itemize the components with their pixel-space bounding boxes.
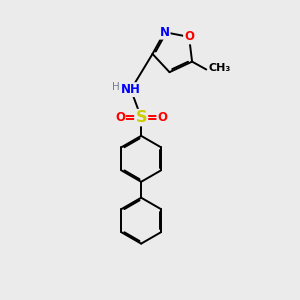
Text: O: O bbox=[115, 111, 125, 124]
Text: O: O bbox=[158, 111, 167, 124]
Text: N: N bbox=[160, 26, 170, 39]
Text: CH₃: CH₃ bbox=[208, 63, 231, 73]
Text: O: O bbox=[184, 30, 194, 44]
Text: NH: NH bbox=[121, 83, 141, 96]
Text: S: S bbox=[135, 110, 147, 125]
Text: H: H bbox=[112, 82, 120, 92]
